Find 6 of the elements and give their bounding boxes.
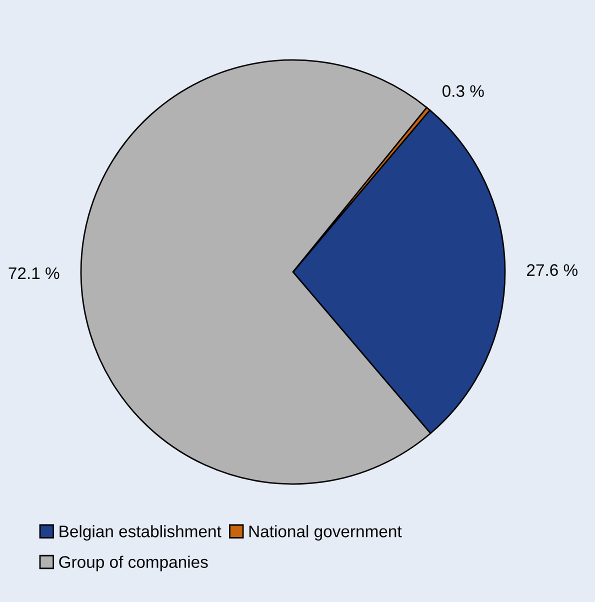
data-label: 27.6 % bbox=[527, 264, 578, 276]
data-label: 72.1 % bbox=[8, 267, 60, 280]
legend-label: Belgian establishment bbox=[60, 525, 222, 541]
legend-label: National government bbox=[249, 525, 402, 541]
data-label: 0.3 % bbox=[442, 85, 484, 97]
legend-label: Group of companies bbox=[59, 556, 208, 572]
